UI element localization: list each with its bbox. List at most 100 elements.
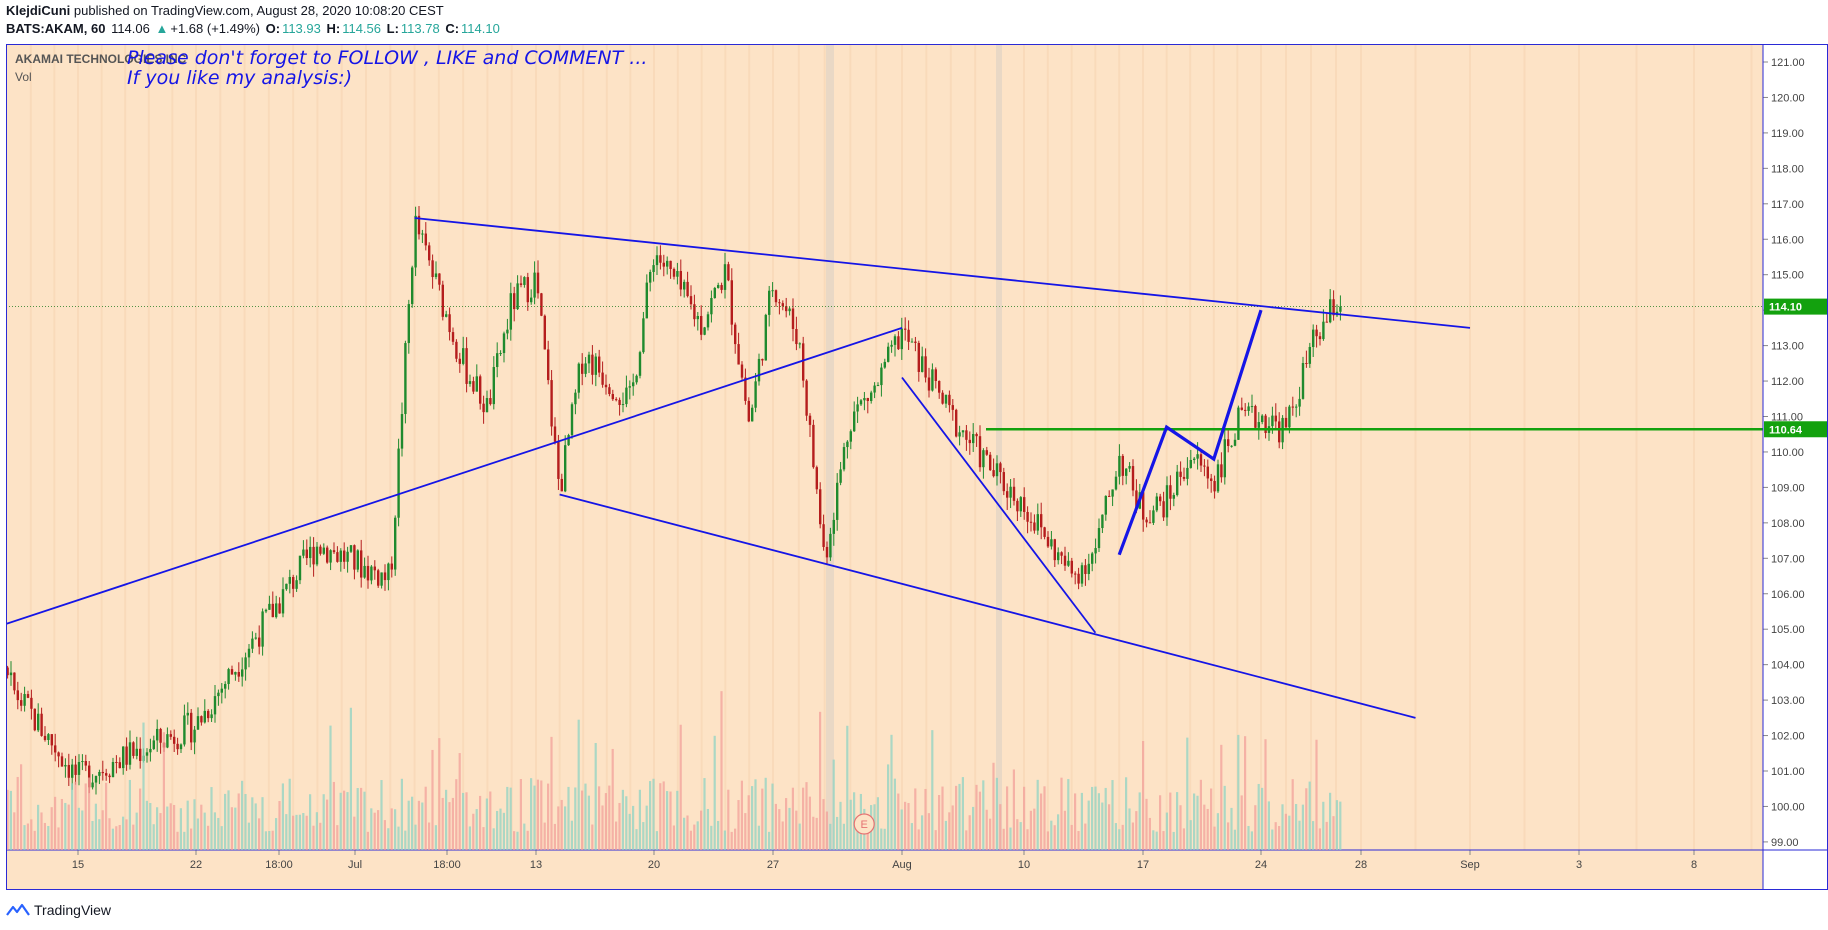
volume-bar (798, 823, 801, 850)
candle-body (264, 609, 268, 612)
candle-body (298, 555, 302, 581)
upper-channel-line[interactable] (414, 217, 1471, 329)
volume-bar (57, 827, 60, 850)
volume-bar (407, 800, 410, 850)
candle-body (6, 667, 9, 676)
volume-bar (1155, 831, 1158, 850)
volume-bar (591, 824, 594, 850)
price-chart[interactable]: 121.00 120.00 119.00 118.00 117.00 116.00 115.… (6, 44, 1828, 894)
candle-body (581, 363, 584, 374)
author-name[interactable]: KlejdiCuni (6, 3, 71, 18)
volume-bar (132, 824, 135, 850)
lower-channel-line[interactable] (559, 493, 1416, 719)
candle-body (132, 742, 135, 756)
candle-body (632, 382, 635, 387)
volume-bar (669, 791, 672, 850)
candle-body (64, 764, 67, 767)
candle-body (91, 782, 94, 788)
volume-bar (1043, 786, 1046, 850)
x-tick-label: 13 (530, 859, 542, 871)
y-tick-label: 111.00 (1771, 412, 1803, 424)
candle-body (346, 551, 349, 562)
session-stripe (29, 44, 32, 850)
volume-bar (1138, 792, 1141, 850)
candle-body (1101, 514, 1104, 529)
footer-brand[interactable]: TradingView (34, 902, 112, 918)
volume-bar (373, 812, 376, 850)
volume-bar (587, 795, 590, 850)
symbol-interval: BATS:AKAM, 60 (6, 21, 106, 36)
wedge-lower-line[interactable] (901, 376, 1097, 634)
volume-bar (268, 831, 271, 850)
volume-bar (1152, 830, 1155, 850)
volume-bar (1288, 815, 1291, 850)
candle-body (1295, 406, 1298, 408)
volume-bar (662, 781, 665, 850)
candle-body (139, 748, 142, 761)
candle-body (1148, 522, 1152, 524)
volume-bar (1223, 785, 1226, 850)
chart-area[interactable]: 121.00 120.00 119.00 118.00 117.00 116.00 115.… (6, 44, 1828, 894)
volume-bar (968, 815, 971, 850)
tradingview-logo-icon[interactable] (6, 903, 30, 917)
candle-body (332, 550, 336, 553)
x-tick-label: 20 (648, 859, 660, 871)
candle-body (1233, 439, 1237, 446)
volume-bar (462, 792, 465, 850)
zigzag-projection[interactable] (1117, 309, 1263, 556)
y-tick-label: 107.00 (1771, 553, 1805, 565)
volume-bar (173, 804, 176, 850)
volume-bar (567, 786, 570, 850)
volume-bar (387, 828, 390, 850)
candle-body (377, 570, 380, 586)
candle-body (944, 394, 948, 404)
y-tick-label: 105.00 (1771, 624, 1805, 636)
volume-bar (723, 830, 726, 850)
candle-body (1250, 406, 1254, 408)
volume-bar (196, 818, 199, 850)
candle-body (407, 304, 410, 344)
candle-body (285, 583, 288, 590)
candle-body (118, 762, 121, 769)
candle-body (353, 545, 356, 570)
candle-body (200, 716, 203, 723)
candle-body (1040, 514, 1043, 528)
candle-body (1114, 476, 1118, 490)
candle-body (771, 290, 774, 292)
candle-body (230, 669, 234, 675)
session-stripe (1285, 44, 1287, 850)
session-stripe (1523, 44, 1526, 850)
volume-bar (632, 805, 635, 850)
candle-body (717, 285, 720, 288)
volume-bar (135, 812, 138, 850)
candle-body (982, 450, 985, 468)
volume-bar (326, 799, 329, 850)
wedge-upper-line[interactable] (6, 327, 903, 647)
volume-bar (1186, 737, 1189, 850)
y-tick-label: 121.00 (1771, 57, 1805, 69)
volume-bar (37, 804, 40, 850)
candle-body (1264, 415, 1267, 433)
volume-bar (40, 812, 43, 850)
candle-body (1009, 486, 1012, 498)
y-tick-label: 112.00 (1771, 376, 1804, 388)
candle-body (1186, 467, 1189, 479)
candle-body (152, 740, 155, 749)
candle-body (203, 710, 206, 723)
volume-bar (778, 809, 781, 850)
candle-body (1077, 573, 1080, 584)
candle-body (1312, 329, 1315, 347)
volume-bar (1196, 795, 1199, 850)
volume-bar (825, 811, 828, 850)
last-price-badge-text: 114.10 (1769, 302, 1802, 314)
y-tick-label: 113.00 (1771, 341, 1804, 353)
volume-bar (339, 792, 342, 850)
volume-bar (941, 786, 944, 850)
candle-body (1050, 539, 1053, 547)
earnings-event-icon[interactable] (853, 813, 875, 835)
volume-bar (513, 831, 516, 850)
candle-body (1318, 336, 1322, 340)
candle-body (710, 298, 713, 315)
session-stripe (171, 44, 174, 850)
volume-bar (710, 825, 713, 850)
